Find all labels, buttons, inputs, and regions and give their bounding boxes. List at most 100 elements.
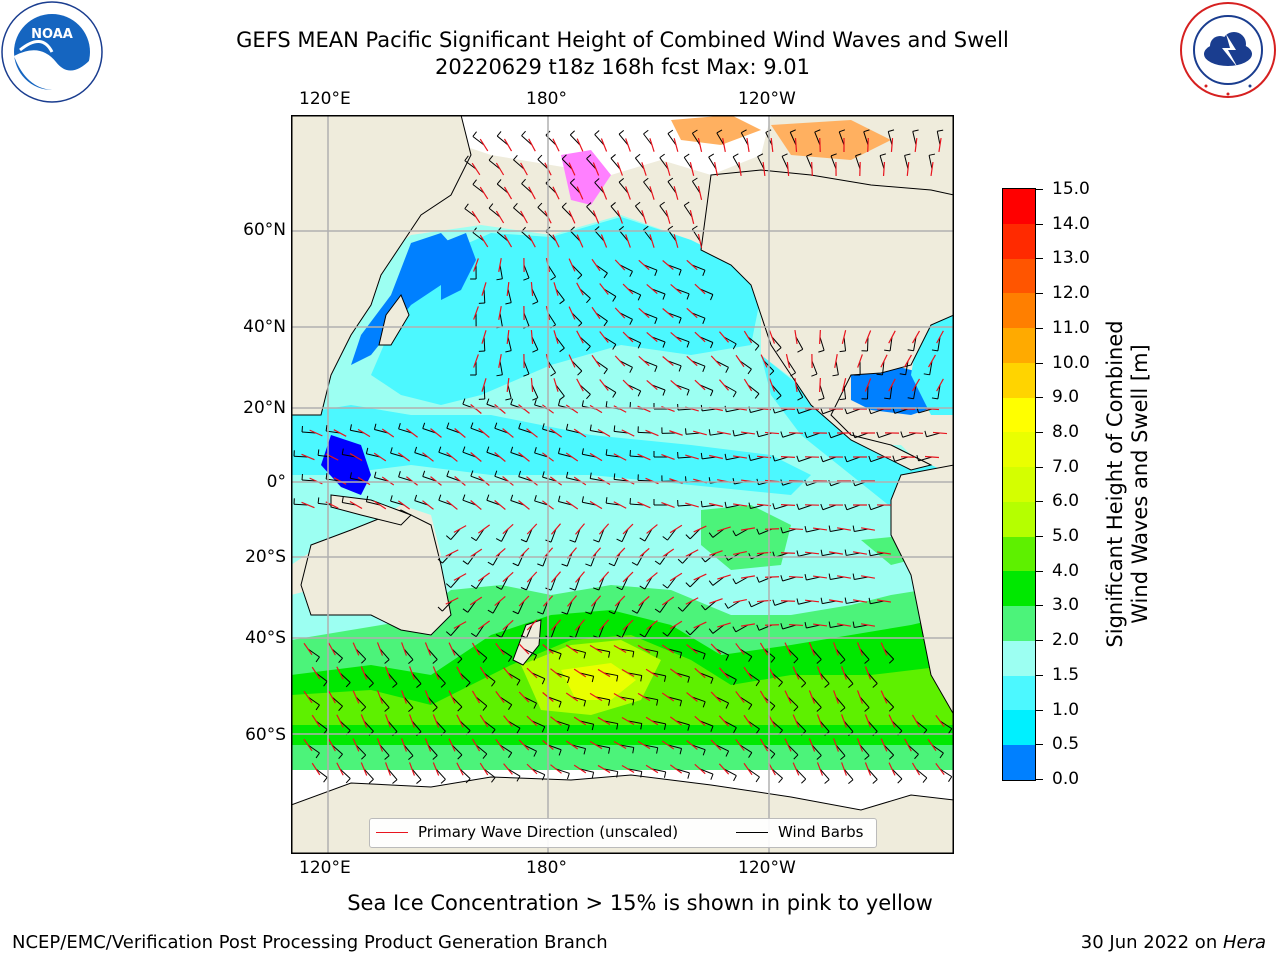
- wind-barb: [315, 768, 328, 778]
- wind-barb: [716, 132, 725, 146]
- wave-direction-arrow: [448, 690, 456, 704]
- wind-barb-flag: [748, 656, 753, 662]
- wind-barb: [618, 229, 629, 242]
- wave-direction-arrow: [506, 377, 510, 393]
- wave-direction-arrow: [357, 428, 371, 438]
- wind-barb-flag: [561, 154, 567, 160]
- wind-barb-flag: [640, 771, 643, 778]
- wave-direction-arrow: [303, 690, 313, 704]
- wind-barb: [870, 504, 885, 511]
- wind-barb-flag: [916, 454, 920, 462]
- wave-direction-arrow: [770, 137, 774, 153]
- wind-barb: [590, 478, 605, 482]
- wind-barb-flag: [659, 153, 665, 159]
- colorbar-tick-mark: [1035, 431, 1043, 433]
- wave-direction-arrow: [646, 572, 658, 582]
- colorbar-tick-mark: [1035, 223, 1043, 225]
- wave-direction-arrow: [709, 550, 723, 556]
- wind-barb-flag: [496, 179, 502, 185]
- wind-barb: [403, 696, 414, 709]
- wind-barb: [651, 288, 666, 295]
- wind-barb: [682, 600, 693, 612]
- wind-barb-flag: [781, 153, 788, 157]
- wave-direction-arrow: [401, 642, 407, 656]
- wind-barb-flag: [533, 654, 538, 661]
- wave-direction-arrow: [911, 378, 921, 392]
- wind-barb-flag: [733, 775, 737, 782]
- wind-barb: [523, 360, 530, 375]
- wind-barb-flag: [566, 773, 570, 780]
- wind-barb: [331, 744, 343, 755]
- wind-barb: [830, 432, 845, 439]
- wind-barb-flag: [557, 495, 561, 502]
- colorbar-tick-label: 14.0: [1052, 213, 1090, 234]
- wind-barb: [534, 500, 549, 506]
- wave-direction-arrow: [309, 429, 323, 437]
- wind-barb-flag: [662, 389, 666, 396]
- wind-barb: [603, 768, 618, 773]
- wind-barb: [586, 158, 597, 170]
- wave-direction-arrow: [718, 379, 730, 391]
- wind-barb-flag: [541, 678, 546, 685]
- wind-barb: [464, 160, 477, 170]
- wind-barb-flag: [888, 658, 895, 664]
- wave-direction-arrow: [553, 330, 559, 344]
- wave-direction-arrow: [600, 186, 608, 200]
- wind-barb-flag: [446, 422, 450, 429]
- wave-direction-arrow: [498, 354, 502, 368]
- wind-barb-flag: [591, 772, 595, 779]
- wind-barb: [507, 672, 521, 681]
- lon-label-120w-bottom: 120°W: [738, 858, 796, 878]
- wind-barb: [590, 552, 597, 567]
- wind-barb-flag: [457, 754, 463, 760]
- wave-direction-arrow: [573, 716, 587, 726]
- wind-barb-flag: [505, 302, 512, 305]
- wind-barb-flag: [608, 562, 615, 567]
- wind-barb-flag: [793, 658, 799, 664]
- wind-barb: [675, 768, 690, 774]
- wind-barb: [936, 131, 941, 146]
- wave-direction-arrow: [613, 453, 627, 461]
- wind-barb: [462, 451, 477, 458]
- wave-direction-arrow: [589, 644, 603, 654]
- wind-barb-flag: [780, 623, 784, 630]
- wind-barb: [517, 552, 525, 566]
- wave-direction-arrow: [784, 738, 792, 752]
- wave-direction-arrow: [932, 431, 948, 435]
- wave-direction-arrow: [788, 575, 804, 579]
- wind-barb-flag: [488, 155, 494, 161]
- wave-direction-arrow: [645, 716, 659, 726]
- wind-barb: [643, 744, 658, 749]
- wave-direction-arrow: [553, 378, 559, 392]
- wind-barb-flag: [654, 560, 661, 565]
- wind-barb: [682, 552, 693, 564]
- wave-direction-arrow: [406, 428, 418, 438]
- wind-barb-flag: [725, 702, 730, 709]
- wind-barb-flag: [900, 431, 904, 438]
- wind-barb: [598, 576, 605, 591]
- wind-barb: [822, 456, 837, 463]
- wave-direction-arrow: [788, 432, 804, 434]
- wave-direction-arrow: [526, 667, 538, 679]
- wind-barb-flag: [533, 702, 538, 709]
- wave-direction-arrow: [661, 548, 675, 558]
- wind-barb: [667, 648, 682, 653]
- wind-barb-flag: [618, 177, 625, 183]
- wind-barb: [494, 427, 509, 434]
- wave-direction-arrow: [686, 644, 698, 654]
- wave-direction-arrow: [550, 668, 562, 678]
- wind-barb: [627, 768, 642, 772]
- wind-barb-flag: [470, 536, 477, 542]
- wave-direction-arrow: [812, 623, 828, 627]
- wind-barb-flag: [408, 707, 414, 712]
- wind-barb-flag: [323, 777, 328, 783]
- colorbar-tick-label: 15.0: [1052, 179, 1090, 199]
- wind-barb-flag: [884, 397, 891, 400]
- wave-direction-arrow: [309, 477, 323, 485]
- legend-wave-direction-label: Primary Wave Direction (unscaled): [418, 823, 679, 841]
- wind-barb: [411, 672, 422, 685]
- wind-barb: [582, 453, 597, 458]
- wind-barb: [798, 504, 813, 510]
- wind-barb-flag: [494, 470, 498, 477]
- wind-barb: [699, 672, 714, 679]
